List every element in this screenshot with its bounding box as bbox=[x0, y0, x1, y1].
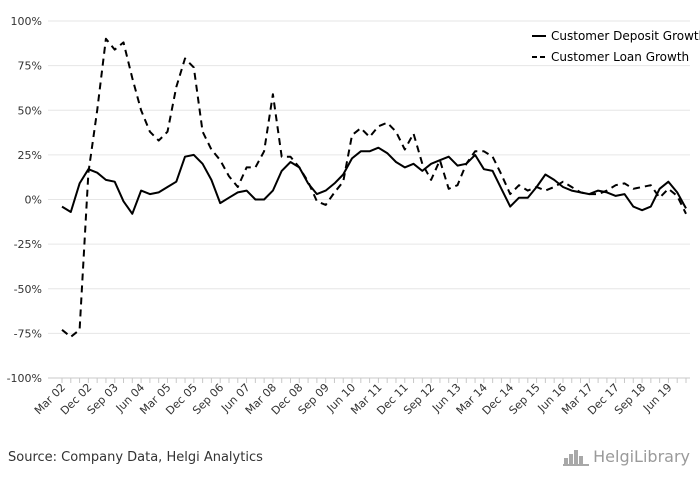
legend-label: Customer Deposit Growth bbox=[551, 29, 700, 43]
series-line bbox=[61, 146, 687, 215]
y-tick-label: 100% bbox=[11, 15, 42, 28]
grid-lines bbox=[48, 20, 690, 379]
source-note: Source: Company Data, Helgi Analytics bbox=[8, 450, 263, 465]
y-axis: 100% 75% 50% 25% 0% -25% -50% -75% -100% bbox=[7, 15, 42, 385]
legend-label: Customer Loan Growth bbox=[551, 50, 689, 64]
y-tick-label: 75% bbox=[18, 60, 42, 73]
series-line bbox=[61, 37, 687, 338]
y-tick-label: -100% bbox=[7, 372, 42, 385]
y-tick-label: -25% bbox=[14, 238, 42, 251]
legend: Customer Deposit Growth Customer Loan Gro… bbox=[532, 29, 700, 64]
y-tick-label: 0% bbox=[25, 194, 42, 207]
series-lines bbox=[61, 37, 687, 338]
x-tick-label: Jun 19 bbox=[640, 381, 674, 415]
y-tick-label: 50% bbox=[18, 104, 42, 117]
brand-logo[interactable]: HelgiLibrary bbox=[563, 447, 690, 466]
brand-name: HelgiLibrary bbox=[593, 447, 690, 466]
y-tick-label: 25% bbox=[18, 149, 42, 162]
helgi-library-logo-icon bbox=[563, 449, 590, 466]
y-tick-label: -75% bbox=[14, 327, 42, 340]
y-tick-label: -50% bbox=[14, 283, 42, 296]
